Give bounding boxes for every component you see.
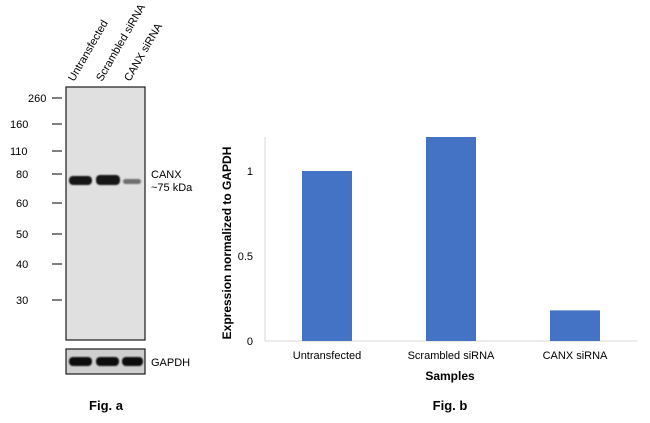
x-axis-title: Samples xyxy=(425,369,475,383)
fig-a-caption: Fig. a xyxy=(89,398,124,413)
bars xyxy=(302,137,600,341)
western-blot-panel: Untransfected Scrambled siRNA CANX siRNA… xyxy=(10,2,193,413)
x-tick-label: Untransfected xyxy=(293,350,361,362)
lane-label-scrambled-sirna: Scrambled siRNA xyxy=(94,2,148,84)
target-label: CANX xyxy=(151,169,182,181)
x-tick-label: CANX siRNA xyxy=(543,350,608,362)
mw-label-50: 50 xyxy=(16,229,28,241)
mw-label-60: 60 xyxy=(16,198,28,210)
mw-label-40: 40 xyxy=(16,259,28,271)
canx-band-scrambled-sirna xyxy=(96,175,120,185)
y-tick-label: 0 xyxy=(247,336,253,348)
bar-canx-sirna xyxy=(550,310,600,341)
gapdh-band-canx-sirna xyxy=(122,357,143,366)
y-tick-label: 1 xyxy=(247,166,253,178)
mw-label-160: 160 xyxy=(10,119,28,131)
x-tick-labels: Untransfected Scrambled siRNA CANX siRNA xyxy=(293,350,608,362)
y-tick-label: 0.5 xyxy=(238,251,253,263)
x-tick-label: Scrambled siRNA xyxy=(408,350,495,362)
bar-chart: 00.51 Untransfected Scrambled siRNA CANX s… xyxy=(220,137,637,413)
canx-bands xyxy=(69,175,141,185)
target-size-label: ~75 kDa xyxy=(151,182,193,194)
bar-scrambled-sirna xyxy=(426,137,476,341)
blot-membrane xyxy=(65,86,146,341)
loading-control-label: GAPDH xyxy=(151,357,190,369)
gapdh-band-scrambled-sirna xyxy=(96,357,119,366)
mw-label-30: 30 xyxy=(16,295,28,307)
mw-markers: 260 160 110 80 60 50 40 30 xyxy=(10,93,62,307)
y-axis-title: Expression normalized to GAPDH xyxy=(220,147,234,340)
canx-band-untransfected xyxy=(69,176,92,185)
gapdh-band-untransfected xyxy=(69,357,92,366)
mw-label-80: 80 xyxy=(16,169,28,181)
gapdh-bands xyxy=(69,357,143,366)
mw-label-260: 260 xyxy=(28,93,46,105)
fig-b-caption: Fig. b xyxy=(433,398,468,413)
y-tick-labels: 00.51 xyxy=(238,166,253,348)
mw-label-110: 110 xyxy=(10,146,28,158)
canx-band-canx-sirna xyxy=(123,179,141,184)
bar-untransfected xyxy=(302,171,352,341)
y-axis: 00.51 xyxy=(238,137,266,348)
